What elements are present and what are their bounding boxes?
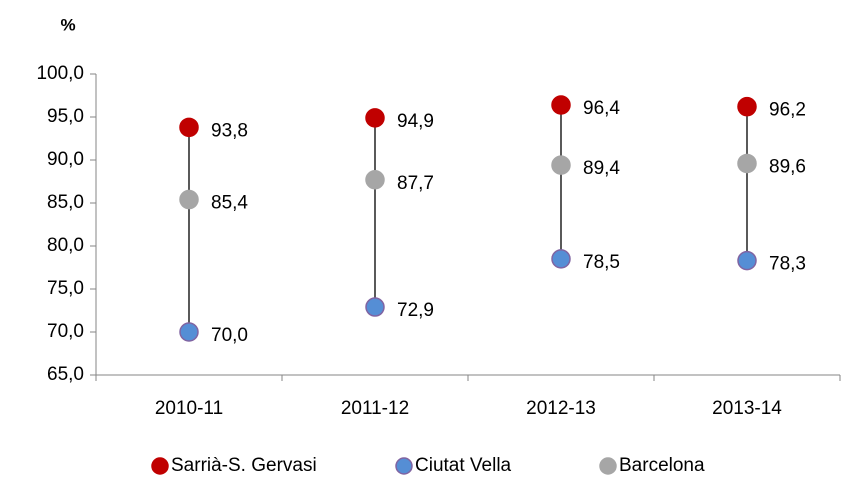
legend-label: Barcelona (619, 455, 705, 476)
x-tick-label: 2011-12 (341, 398, 409, 419)
data-label: 89,6 (769, 156, 806, 177)
y-tick-label: 80,0 (47, 235, 84, 256)
data-label: 93,8 (211, 120, 248, 141)
legend-label: Ciutat Vella (415, 455, 512, 476)
dot (737, 153, 757, 174)
data-label: 87,7 (397, 173, 434, 194)
data-label: 96,2 (769, 100, 806, 121)
data-label: 70,0 (211, 325, 248, 346)
legend-marker (395, 457, 413, 475)
x-tick-label: 2013-14 (712, 398, 782, 419)
data-label: 89,4 (583, 158, 620, 179)
x-tick-label: 2010-11 (155, 398, 223, 419)
data-label: 94,9 (397, 111, 434, 132)
dot (179, 117, 199, 138)
legend-label: Sarrià-S. Gervasi (171, 455, 317, 476)
y-tick-label: 70,0 (47, 321, 84, 342)
data-label: 78,5 (583, 252, 620, 273)
y-tick-label: 65,0 (47, 364, 84, 385)
data-label: 96,4 (583, 98, 620, 119)
dot (365, 108, 385, 128)
dot (179, 189, 199, 210)
dot (365, 297, 385, 317)
legend-marker (599, 457, 617, 475)
data-label: 85,4 (211, 193, 248, 214)
x-tick-label: 2012-13 (526, 398, 596, 419)
dot (551, 155, 571, 175)
y-tick-label: 95,0 (47, 106, 84, 127)
y-tick-label: 90,0 (47, 149, 84, 170)
legend-marker (151, 457, 169, 475)
y-tick-label: 85,0 (47, 192, 84, 213)
dot (737, 250, 757, 271)
y-tick-label: 75,0 (47, 278, 84, 299)
dot (737, 96, 757, 117)
dot (365, 170, 385, 190)
dot (551, 95, 571, 115)
y-axis-label: % (60, 15, 75, 34)
data-label: 72,9 (397, 300, 434, 321)
dot (551, 249, 571, 269)
dot (179, 322, 199, 342)
data-label: 78,3 (769, 254, 806, 275)
y-tick-label: 100,0 (36, 63, 84, 84)
